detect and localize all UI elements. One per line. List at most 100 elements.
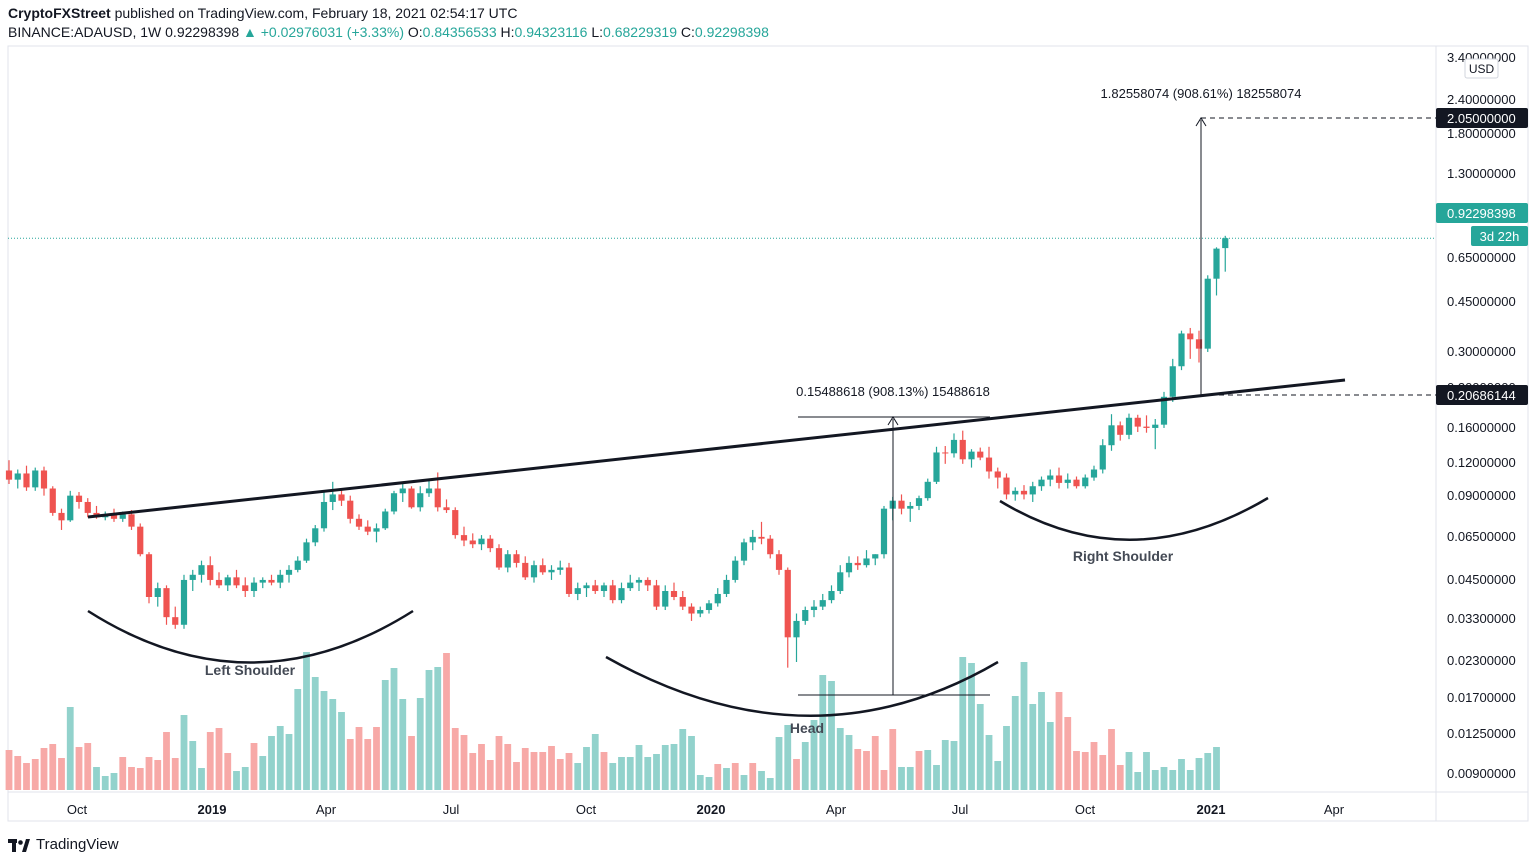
low-value: 0.68229319 (603, 24, 677, 40)
candle (1134, 414, 1141, 433)
candle (644, 577, 651, 592)
candle (32, 467, 39, 491)
volume-bar (1204, 753, 1212, 790)
candle (285, 565, 293, 583)
volume-bar (469, 753, 477, 790)
pattern-label: Right Shoulder (1073, 548, 1174, 564)
volume-bar (565, 753, 573, 790)
candle (697, 606, 704, 618)
candle (592, 579, 599, 594)
candle (565, 562, 573, 597)
candle (180, 574, 188, 629)
candle (443, 499, 450, 513)
volume-bar (819, 675, 827, 790)
volume-bar (294, 689, 302, 790)
time-tick-label: Jul (952, 802, 969, 817)
volume-bar (714, 764, 722, 790)
candle (1020, 485, 1028, 500)
candle (723, 574, 730, 597)
volume-bar (618, 757, 625, 790)
volume-bar (1213, 747, 1220, 790)
candle (968, 449, 975, 468)
volume-bar (101, 776, 109, 790)
candle (347, 495, 354, 524)
volume-bar (801, 742, 809, 790)
volume-bar (1116, 765, 1124, 790)
volume-bar (259, 756, 267, 790)
price-tick-label: 0.12000000 (1447, 455, 1516, 470)
volume-bar (1134, 772, 1142, 790)
price-tick-label: 1.30000000 (1447, 166, 1516, 181)
candle (583, 582, 590, 597)
price-tick-label: 1.80000000 (1447, 126, 1516, 141)
candle (303, 538, 310, 563)
volume-bar (1011, 696, 1019, 790)
candle (775, 550, 783, 575)
candle (1222, 235, 1229, 272)
price-axis: 3.40000000 2.40000000 1.80000000 1.30000000… (1436, 50, 1528, 781)
volume-bar (66, 707, 74, 790)
volume-bar (591, 734, 599, 790)
candle (189, 569, 196, 592)
tradingview-logo[interactable]: TradingView (8, 836, 119, 853)
candle (635, 577, 643, 592)
candle (1187, 327, 1194, 359)
candle (959, 430, 966, 464)
volume-bar (1169, 770, 1177, 790)
candle (469, 533, 476, 549)
candle (653, 579, 660, 611)
volume-bar (670, 744, 678, 790)
candle (84, 498, 91, 518)
candle (854, 556, 861, 570)
tradingview-brand: TradingView (36, 836, 119, 853)
candle (950, 433, 958, 458)
candle (5, 460, 13, 484)
price-badge: 0.92298398 (1436, 203, 1528, 223)
candle (670, 582, 678, 601)
candle (994, 467, 1001, 489)
price-tick-label: 0.01250000 (1447, 726, 1516, 741)
volume-bar (1073, 751, 1080, 790)
candle (933, 446, 940, 484)
price-tick-label: 0.09000000 (1447, 488, 1516, 503)
price-badge-label: 0.92298398 (1447, 206, 1516, 221)
time-tick-label: 2021 (1197, 802, 1226, 817)
pattern-label: Left Shoulder (205, 662, 296, 678)
candle (373, 523, 380, 543)
candle (1055, 467, 1063, 489)
volume-bar (1125, 752, 1133, 790)
candle (828, 585, 835, 604)
volume-bar (320, 691, 328, 790)
candle (1099, 439, 1106, 474)
volume-bar (976, 704, 984, 790)
volume-bar (224, 753, 232, 790)
published-text: published on TradingView.com, February 1… (114, 5, 518, 21)
volume-bar (14, 756, 22, 790)
candle (749, 529, 756, 551)
candle (487, 535, 494, 553)
candle (58, 508, 65, 530)
price-badge-label: 0.20686144 (1447, 388, 1516, 403)
up-triangle-icon: ▲ (243, 24, 257, 40)
volume-bar (399, 699, 407, 790)
volume-bar (959, 657, 967, 790)
volume-bar (1195, 758, 1203, 790)
candle (172, 606, 179, 629)
candle (478, 535, 485, 551)
volume-bar (171, 758, 179, 790)
volume-bar (679, 729, 687, 790)
candle (548, 565, 555, 580)
candle (137, 523, 144, 557)
price-tick-label: 0.16000000 (1447, 420, 1516, 435)
candle (460, 526, 468, 547)
volume-bar (994, 761, 1002, 790)
volume-bar (408, 736, 415, 790)
volume-bar (1020, 662, 1028, 790)
candle (417, 486, 424, 512)
price-tick-label: 3.40000000 (1447, 50, 1516, 65)
volume-bar (784, 725, 792, 790)
volume-bar (5, 750, 13, 790)
price-tick-label: 0.00900000 (1447, 766, 1516, 781)
volume-bar (1099, 755, 1107, 790)
